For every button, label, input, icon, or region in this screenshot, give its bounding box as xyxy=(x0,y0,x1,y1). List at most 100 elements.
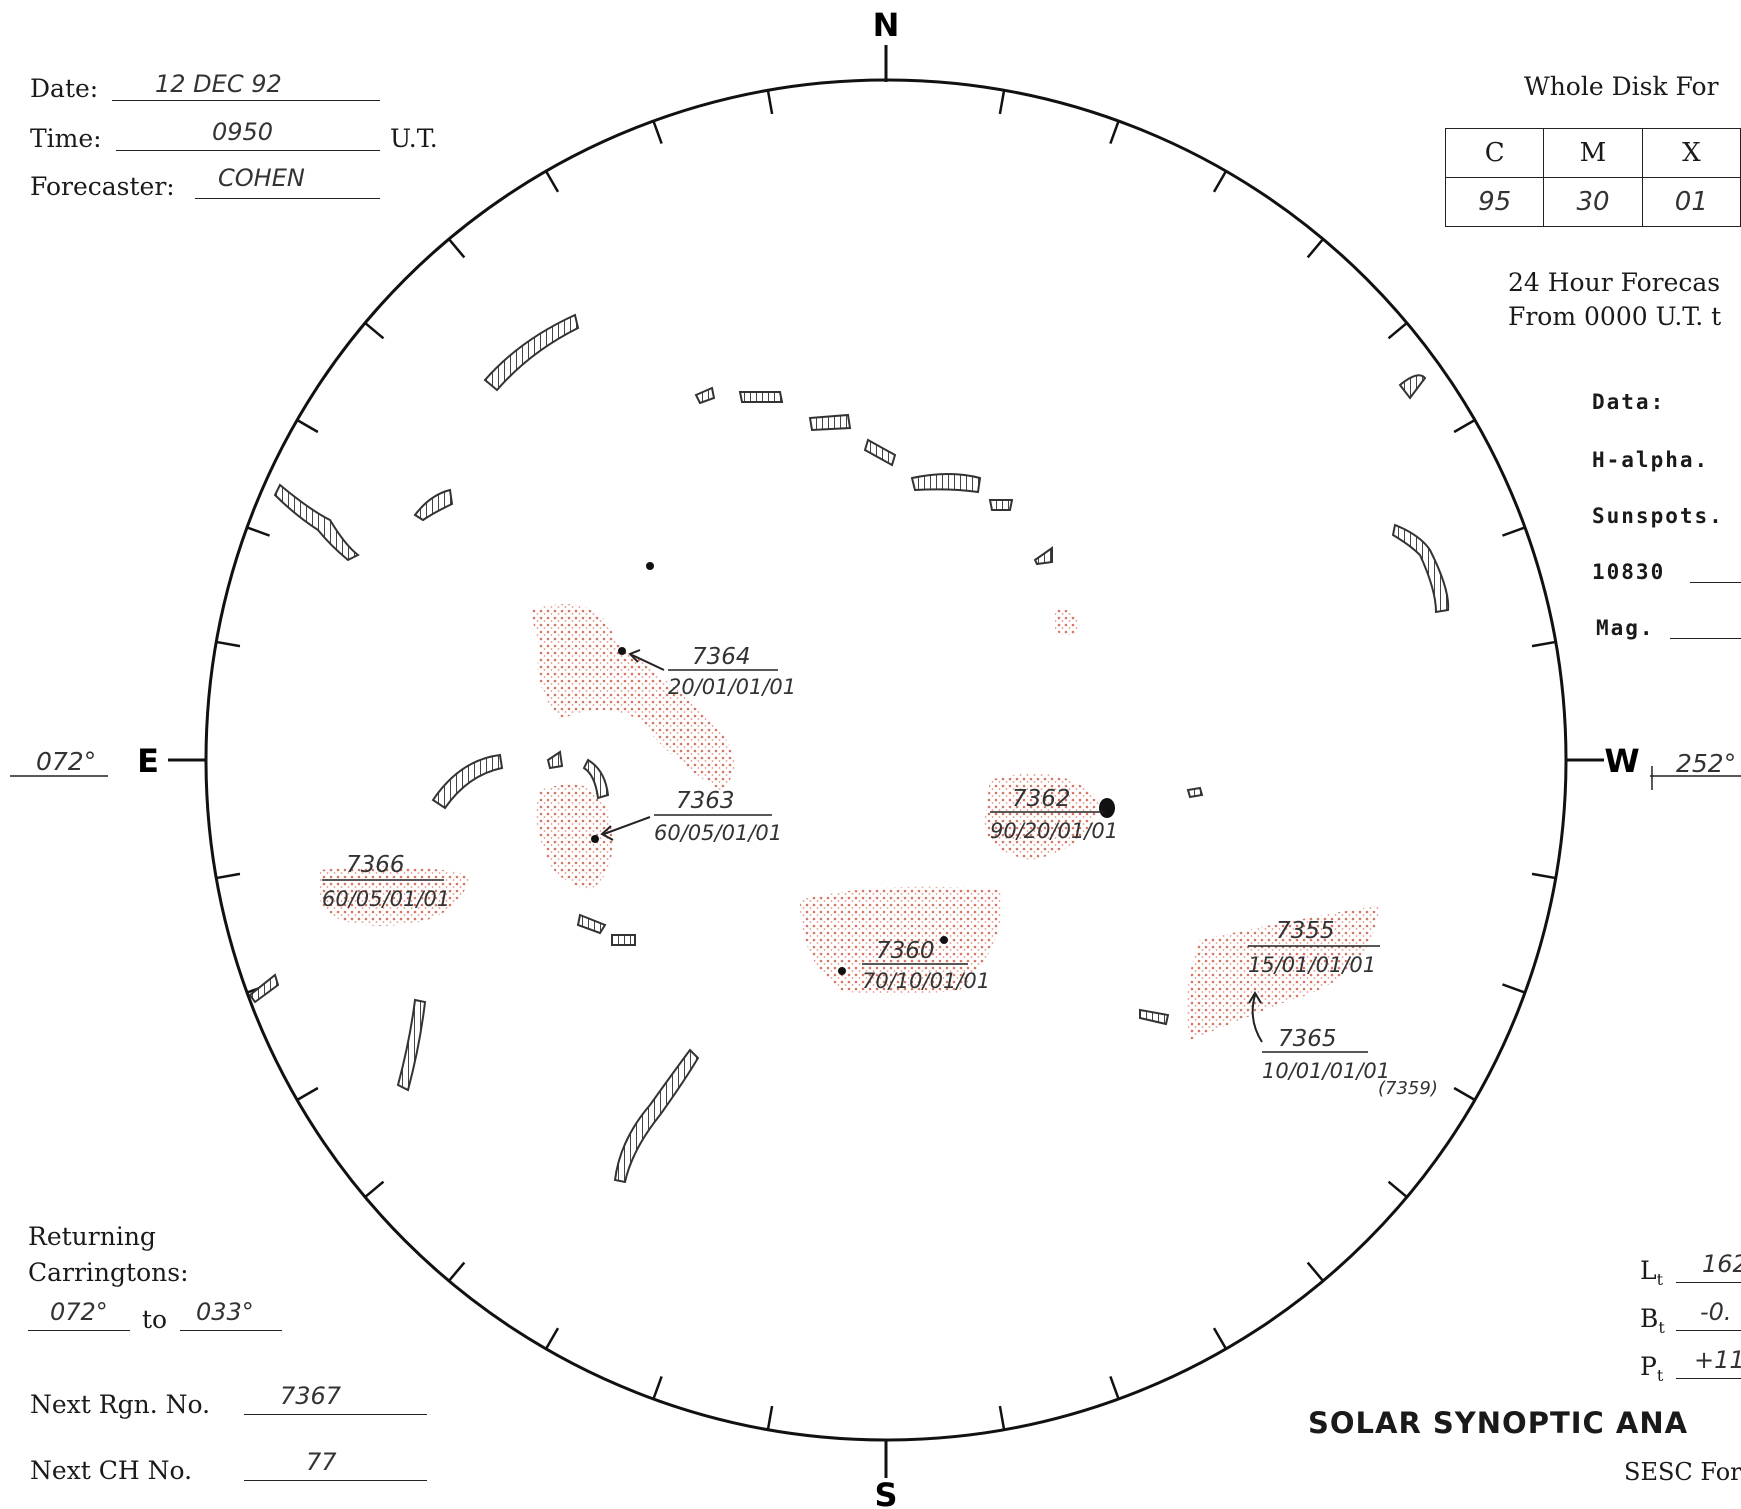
disk-tick xyxy=(1502,983,1526,994)
disk-tick xyxy=(1502,526,1526,537)
disk-tick xyxy=(998,90,1006,115)
date-line xyxy=(112,100,380,101)
data-sunspots: Sunspots. xyxy=(1592,504,1724,528)
filament-13 xyxy=(431,753,504,810)
disk-tick xyxy=(1453,1086,1476,1102)
disk-tick xyxy=(1453,418,1476,434)
next-ch-value[interactable]: 77 xyxy=(306,1448,337,1476)
arrowhead-7365 xyxy=(1248,991,1262,1004)
data-10830: 10830 xyxy=(1592,560,1666,584)
region-7355-code: 15/01/01/01 xyxy=(1248,953,1376,977)
disk-tick xyxy=(1109,120,1120,144)
disk-tick xyxy=(1387,321,1408,340)
region-7355-number: 7355 xyxy=(1276,918,1335,944)
sunspots xyxy=(591,562,1115,975)
pt-value[interactable]: +11. xyxy=(1694,1346,1741,1374)
data-10830-line xyxy=(1690,582,1741,583)
returning-to-value[interactable]: 033° xyxy=(196,1298,254,1326)
disk-tick xyxy=(296,1086,319,1102)
compass-west: W xyxy=(1604,742,1639,780)
disk-tick xyxy=(364,321,385,340)
disk-tick xyxy=(998,1405,1006,1430)
returning-from-line xyxy=(28,1330,130,1331)
forecaster-label: Forecaster: xyxy=(30,172,175,201)
data-halpha: H-alpha. xyxy=(1592,448,1710,472)
disk-tick xyxy=(1531,640,1556,648)
region-7363-number: 7363 xyxy=(676,788,735,814)
forecast-value-m[interactable]: 30 xyxy=(1543,177,1643,227)
filaments xyxy=(248,313,1450,1184)
time-value[interactable]: 0950 xyxy=(212,118,274,146)
disk-ticks xyxy=(216,90,1556,1430)
forecast-value-x[interactable]: 01 xyxy=(1641,177,1741,227)
filament-21 xyxy=(1139,1008,1170,1026)
filament-14 xyxy=(546,750,564,770)
forecast-note-line1: 24 Hour Forecas xyxy=(1508,268,1721,297)
arrowhead-7363 xyxy=(600,825,614,841)
forecast-title: Whole Disk For xyxy=(1524,72,1719,101)
filament-5 xyxy=(738,391,784,403)
disk-tick xyxy=(1109,1376,1120,1400)
data-title: Data: xyxy=(1592,390,1666,414)
disk-tick xyxy=(1212,170,1228,193)
region-7366-number: 7366 xyxy=(346,852,405,878)
filament-2 xyxy=(273,483,360,562)
region-7362-code: 90/20/01/01 xyxy=(990,819,1118,843)
region-7364-number: 7364 xyxy=(692,644,751,670)
filament-6 xyxy=(808,413,852,432)
arrow-7365 xyxy=(1251,994,1263,1043)
disk-tick xyxy=(1531,872,1556,880)
west-longitude: 252° xyxy=(1676,749,1736,778)
forecast-header-row: C M X xyxy=(1444,128,1741,178)
returning-to-line xyxy=(180,1330,282,1331)
region-7360-number: 7360 xyxy=(876,938,935,964)
region-7365-number: 7365 xyxy=(1278,1026,1337,1052)
compass-north: N xyxy=(873,6,900,44)
plage-regions xyxy=(320,604,1380,1040)
filament-18 xyxy=(248,973,280,1004)
disk-tick xyxy=(544,170,560,193)
forecast-note-line2: From 0000 U.T. t xyxy=(1508,302,1722,331)
spot-7363 xyxy=(591,835,599,843)
disk-tick xyxy=(216,872,241,880)
pt-line xyxy=(1676,1378,1741,1379)
filament-17 xyxy=(611,934,636,946)
compass-south: S xyxy=(874,1476,897,1509)
plage-7360 xyxy=(800,886,1002,995)
spot-7362 xyxy=(1099,798,1115,818)
region-7366-code: 60/05/01/01 xyxy=(322,887,450,911)
bt-line xyxy=(1676,1330,1741,1331)
disk-tick xyxy=(766,1405,774,1430)
disk-tick xyxy=(364,1180,385,1199)
disk-tick xyxy=(1306,1261,1325,1282)
disk-tick xyxy=(216,640,241,648)
next-rgn-label: Next Rgn. No. xyxy=(30,1390,211,1419)
bt-value[interactable]: -0. xyxy=(1700,1298,1732,1326)
returning-from-value[interactable]: 072° xyxy=(50,1298,108,1326)
next-rgn-line xyxy=(244,1414,427,1415)
date-value[interactable]: 12 DEC 92 xyxy=(155,70,282,98)
filament-7 xyxy=(863,438,897,467)
next-rgn-value[interactable]: 7367 xyxy=(280,1382,342,1410)
disk-tick xyxy=(296,418,319,434)
filament-1 xyxy=(483,313,580,392)
lt-value[interactable]: 162 xyxy=(1702,1250,1741,1278)
forecaster-value[interactable]: COHEN xyxy=(218,164,305,192)
arrowhead-7364 xyxy=(628,649,641,663)
filament-10 xyxy=(1033,546,1053,566)
forecaster-line xyxy=(195,198,380,199)
time-line xyxy=(116,150,380,151)
region-7365-code: 10/01/01/01 xyxy=(1262,1059,1390,1083)
disk-tick xyxy=(246,526,270,537)
annotation-arrows xyxy=(600,649,1263,1043)
disk-tick xyxy=(652,1376,663,1400)
time-label: Time: xyxy=(30,124,102,153)
region-7360-code: 70/10/01/01 xyxy=(862,969,990,993)
next-ch-line xyxy=(244,1480,427,1481)
plage-small-1 xyxy=(1055,609,1080,635)
forecast-col-m: M xyxy=(1543,128,1643,178)
forecast-value-row: 95 30 01 xyxy=(1444,177,1741,227)
filament-3 xyxy=(413,488,454,522)
arrow-7363 xyxy=(603,816,651,835)
